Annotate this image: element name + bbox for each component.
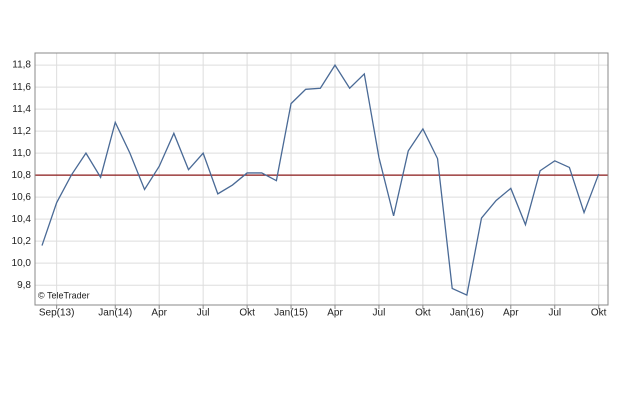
x-tick-label: Sep(13)	[39, 308, 75, 319]
y-tick-label: 11,2	[12, 126, 31, 137]
x-tick-label: Jul	[548, 308, 561, 319]
y-tick-label: 11,6	[12, 82, 31, 93]
y-tick-label: 11,8	[12, 60, 31, 71]
x-tick-label: Jul	[197, 308, 210, 319]
y-tick-label: 11,4	[12, 104, 31, 115]
x-tick-label: Jul	[373, 308, 386, 319]
y-tick-label: 9,8	[17, 280, 31, 291]
x-tick-label: Jan(16)	[450, 308, 484, 319]
x-tick-label: Jan(15)	[274, 308, 308, 319]
plot-frame	[34, 52, 609, 306]
y-tick-label: 11,0	[12, 148, 31, 159]
watermark: © TeleTrader	[38, 290, 90, 300]
x-tick-label: Apr	[327, 308, 343, 319]
x-tick-label: Okt	[415, 308, 431, 319]
y-tick-label: 10,6	[12, 192, 32, 203]
x-tick-label: Apr	[503, 308, 519, 319]
x-tick-label: Okt	[239, 308, 255, 319]
y-tick-label: 10,4	[12, 214, 32, 225]
x-tick-label: Jan(14)	[98, 308, 132, 319]
x-tick-label: Okt	[591, 308, 607, 319]
y-tick-label: 10,0	[12, 258, 32, 269]
y-tick-label: 10,2	[12, 236, 32, 247]
y-tick-label: 10,8	[12, 170, 32, 181]
data-line	[41, 63, 600, 297]
x-tick-label: Apr	[151, 308, 167, 319]
